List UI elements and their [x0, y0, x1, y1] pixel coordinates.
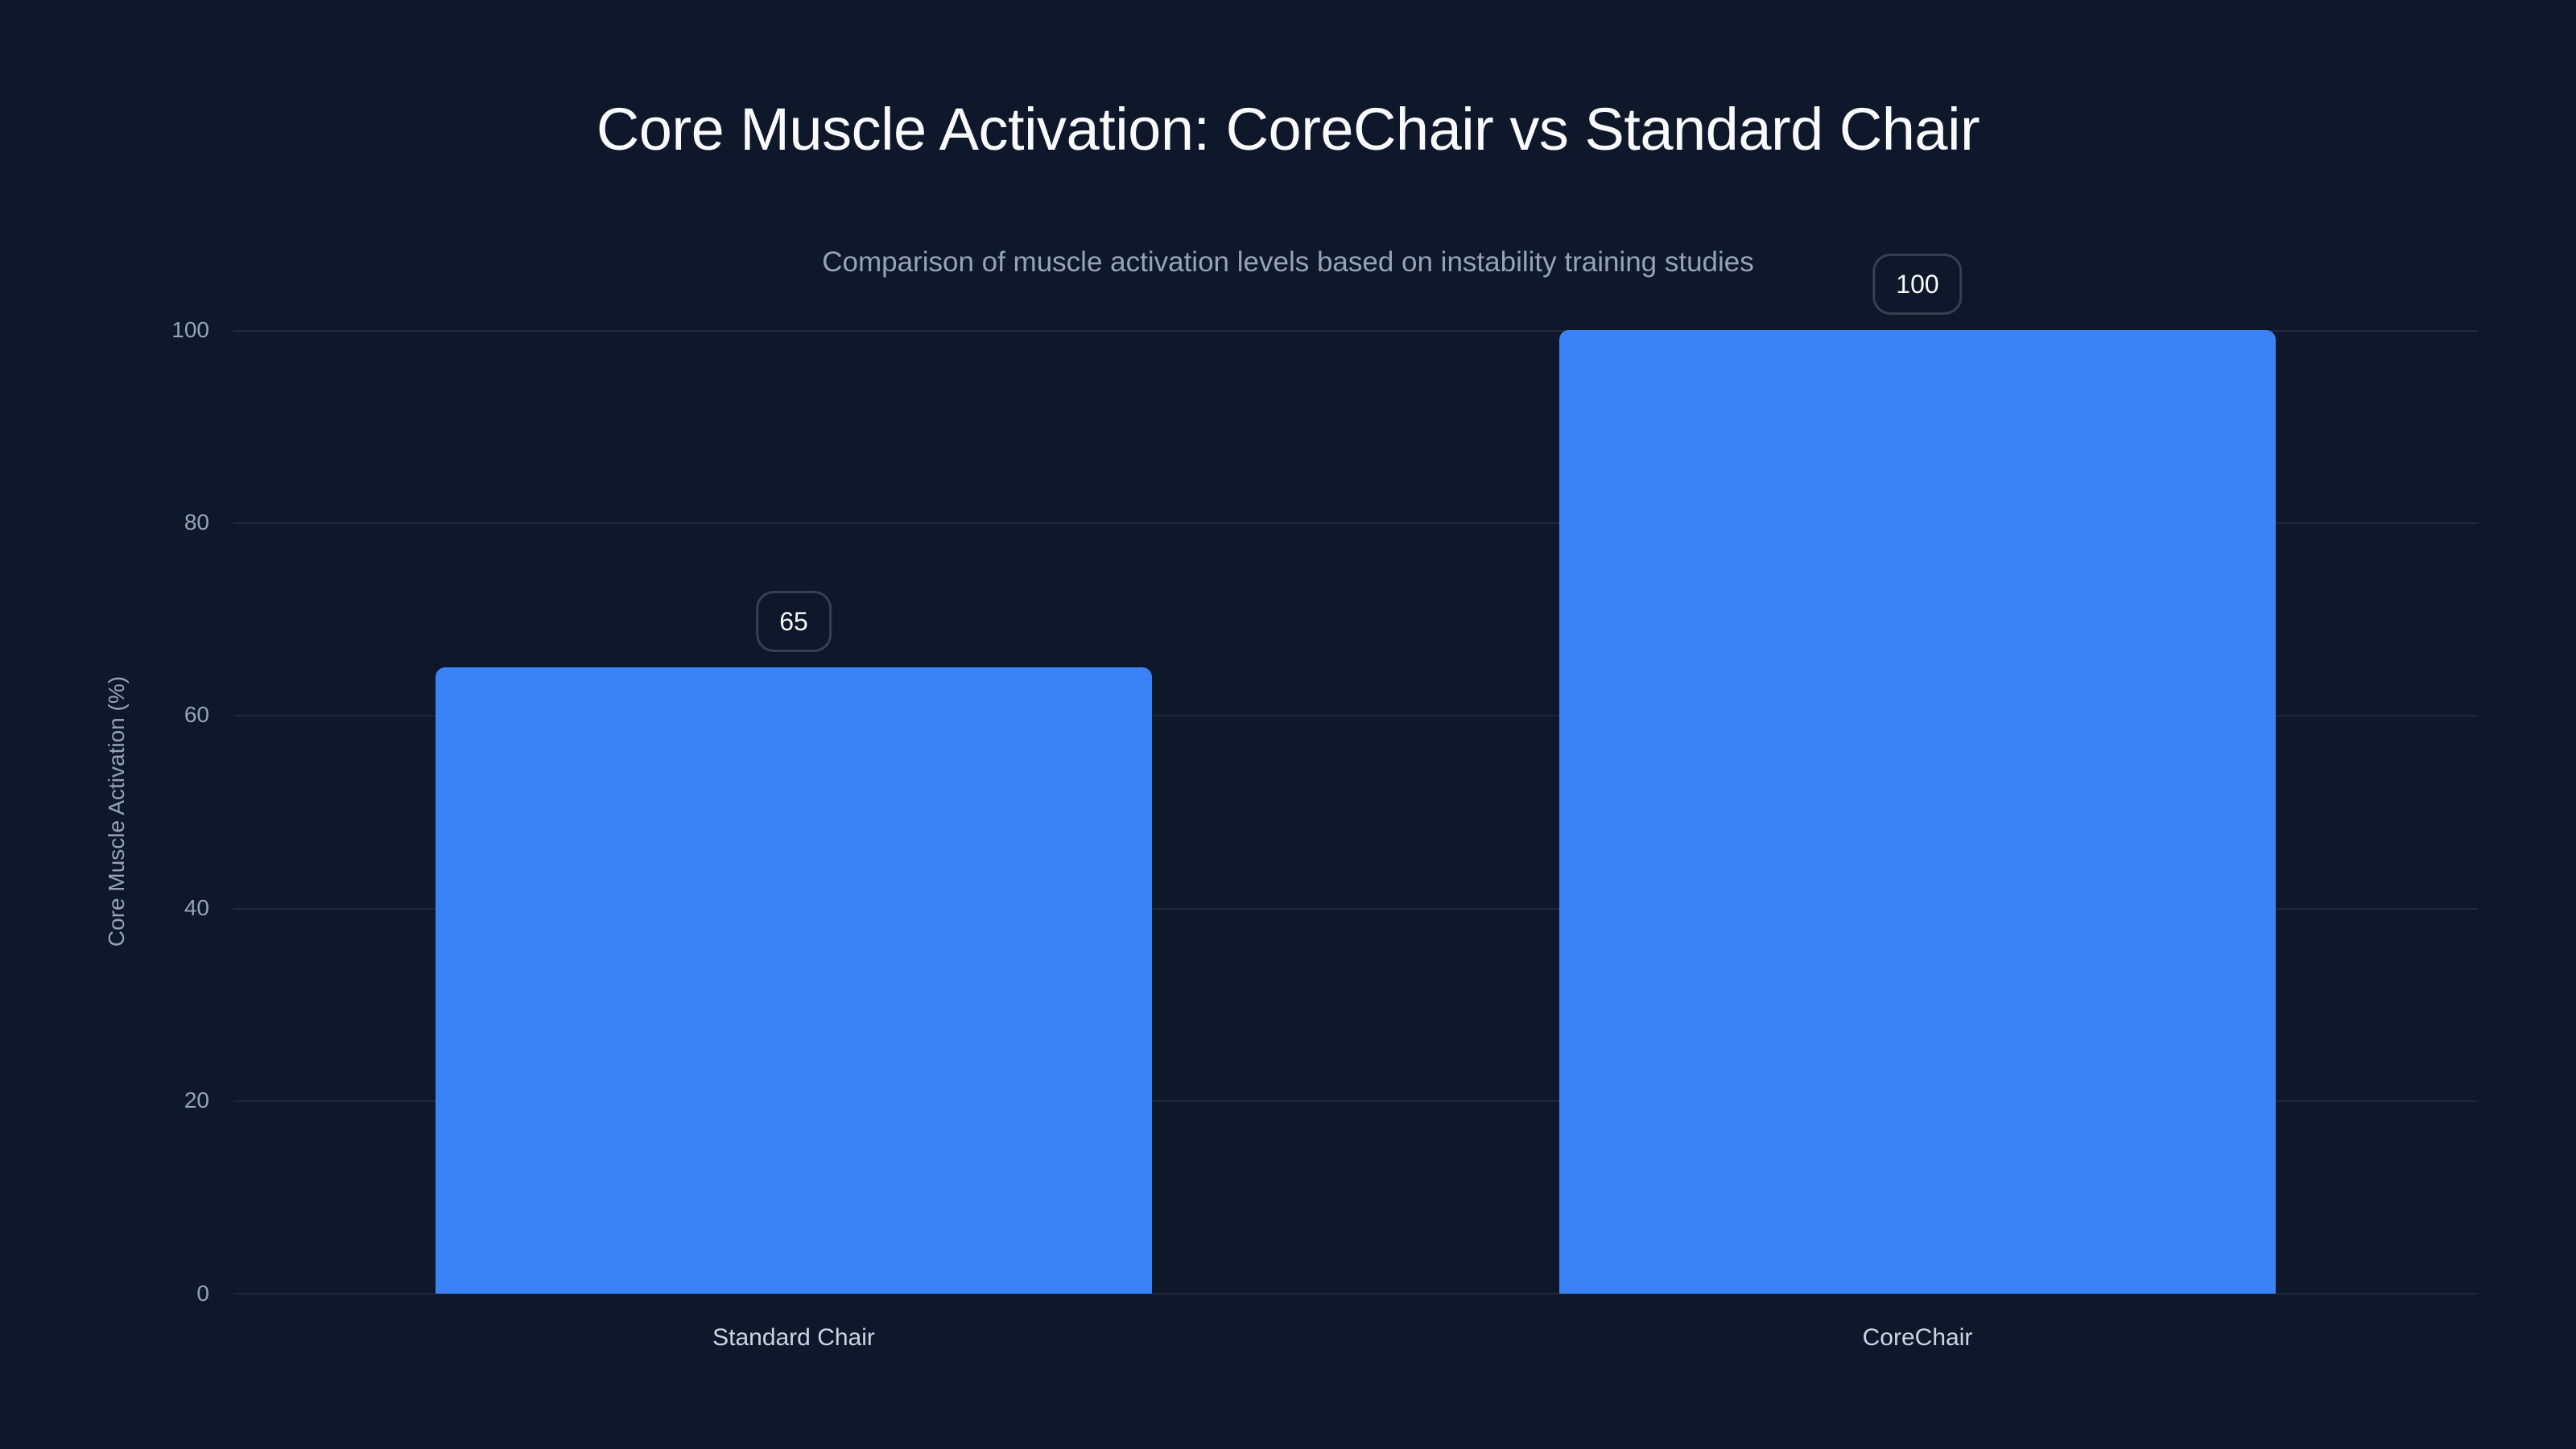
y-tick-60: 60: [184, 702, 209, 727]
x-tick-standard-chair: Standard Chair: [712, 1324, 875, 1351]
y-tick-80: 80: [184, 510, 209, 535]
gridline-0: [233, 1293, 2478, 1294]
y-tick-40: 40: [184, 895, 209, 920]
x-tick-corechair: CoreChair: [1862, 1324, 1973, 1351]
chart-title: Core Muscle Activation: CoreChair vs Sta…: [596, 96, 1980, 163]
y-tick-20: 20: [184, 1088, 209, 1113]
gridline-40: [233, 908, 2478, 910]
y-tick-100: 100: [171, 317, 209, 342]
y-tick-0: 0: [196, 1281, 209, 1306]
plot-area: 100 80 60 40 20 0 65 100 Standard Chair …: [171, 254, 2478, 1351]
chart-subtitle: Comparison of muscle activation levels b…: [822, 246, 1754, 278]
bar-standard-chair[interactable]: [436, 667, 1152, 1294]
gridline-100: [233, 330, 2478, 332]
gridline-80: [233, 522, 2478, 524]
value-label-corechair: 100: [1872, 254, 1963, 315]
bar-corechair[interactable]: [1559, 330, 2276, 1294]
gridline-20: [233, 1100, 2478, 1102]
value-label-standard-chair: 65: [756, 591, 832, 652]
gridline-60: [233, 715, 2478, 716]
